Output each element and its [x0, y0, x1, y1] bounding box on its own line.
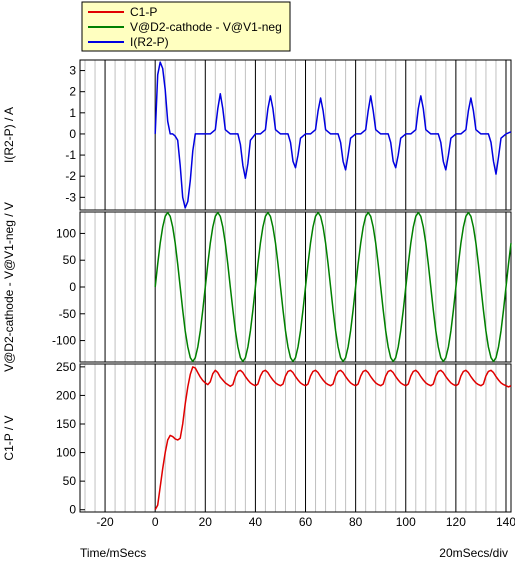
series-line-ir2p	[154, 61, 512, 209]
y-tick-label: -1	[65, 148, 76, 162]
y-tick-label: 200	[56, 388, 76, 402]
y-tick-label: 50	[63, 474, 77, 488]
x-tick-label: 120	[446, 515, 466, 529]
legend-entry: C1-P	[130, 5, 157, 19]
panel-frame	[79, 363, 512, 513]
panel-2: -100 -50 0 50 100 V@D2-cathode - V@V1-neg / V	[2, 202, 512, 372]
y-axis-label: V@D2-cathode - V@V1-neg / V	[2, 202, 16, 372]
y-tick-label: -3	[65, 190, 76, 204]
y-tick-label: -2	[65, 169, 76, 183]
panel-frame	[79, 59, 512, 211]
series-line-vdiff	[154, 211, 512, 363]
x-tick-label: 60	[299, 515, 313, 529]
x-tick-label: 140	[496, 515, 515, 529]
panel-1: -3 -2 -1 0 1 2 3 I(R2-P) / A	[2, 59, 512, 211]
x-tick-label: 100	[396, 515, 416, 529]
footer-time-label: Time/mSecs	[80, 546, 146, 560]
y-tick-label: 3	[69, 64, 76, 78]
footer-scale-label: 20mSecs/div	[439, 546, 508, 560]
x-tick-label: 0	[152, 515, 159, 529]
y-tick-label: 100	[56, 226, 76, 240]
x-tick-label: 80	[349, 515, 363, 529]
legend-entry: V@D2-cathode - V@V1-neg	[130, 20, 282, 34]
series-line-c1p	[154, 366, 512, 511]
y-tick-label: 250	[56, 360, 76, 374]
y-tick-label: -50	[59, 307, 77, 321]
x-tick-label: 40	[249, 515, 263, 529]
y-tick-label: 100	[56, 446, 76, 460]
legend-entry: I(R2-P)	[130, 35, 169, 49]
y-tick-label: 0	[69, 280, 76, 294]
y-tick-label: -100	[52, 334, 76, 348]
y-tick-label: 50	[63, 253, 77, 267]
x-tick-label: 20	[199, 515, 213, 529]
y-axis-label: C1-P / V	[2, 415, 16, 460]
y-tick-label: 0	[69, 503, 76, 517]
panel-3: 0 50 100 150 200 250 C1-P / V -20 0 20 40 60 80 100 12…	[2, 360, 515, 529]
y-tick-label: 0	[69, 127, 76, 141]
y-tick-label: 2	[69, 85, 76, 99]
y-axis-label: I(R2-P) / A	[2, 107, 16, 163]
y-tick-label: 150	[56, 417, 76, 431]
y-tick-label: 1	[69, 106, 76, 120]
x-tick-label: -20	[96, 515, 114, 529]
